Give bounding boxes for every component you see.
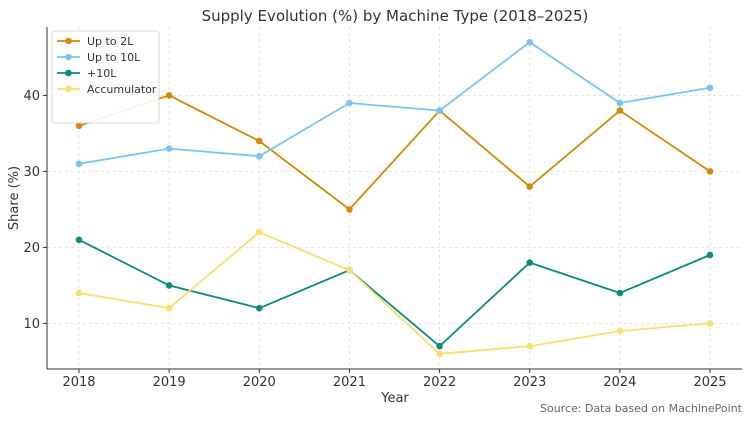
legend-label: Up to 10L [87, 51, 141, 64]
x-tick-label: 2023 [513, 375, 546, 390]
data-point [346, 266, 353, 274]
axes: 2018 2019 2020 2021 2022 2023 2024 2025 10 20 30 40 [23, 27, 742, 390]
data-point [75, 122, 83, 130]
series-line [78, 41, 711, 165]
data-point [255, 137, 263, 145]
x-axis-label: Year [380, 391, 409, 406]
data-point [165, 304, 173, 312]
y-tick-label: 20 [23, 241, 40, 256]
data-point [706, 84, 714, 92]
data-point [616, 99, 624, 107]
data-point [526, 38, 534, 46]
data-point [616, 289, 624, 297]
data-point [436, 350, 443, 358]
x-tick-label: 2024 [603, 375, 636, 390]
data-point [255, 228, 263, 236]
legend: Up to 2L Up to 10L +10L Accumulator [51, 30, 160, 124]
data-point [165, 282, 173, 289]
data-point [526, 183, 534, 190]
data-point [75, 160, 83, 168]
series-layer [75, 38, 714, 358]
chart-title: Supply Evolution (%) by Machine Type (20… [202, 7, 589, 25]
data-point [436, 107, 443, 114]
data-point [165, 92, 173, 99]
data-point [255, 304, 263, 312]
x-tick-label: 2022 [423, 375, 456, 390]
x-tick-label: 2025 [693, 375, 726, 390]
data-point [165, 145, 173, 152]
legend-marker [65, 53, 72, 61]
data-point [75, 236, 83, 244]
series-line [78, 231, 711, 355]
series-3 [75, 228, 714, 358]
y-tick-label: 40 [23, 89, 40, 104]
legend-box [51, 30, 160, 124]
x-tick-label: 2019 [153, 375, 186, 390]
x-tick-label: 2021 [333, 375, 366, 390]
x-tick-label: 2020 [243, 375, 276, 390]
legend-label: Accumulator [87, 83, 157, 96]
data-point [616, 107, 624, 114]
legend-label: Up to 2L [87, 35, 134, 48]
y-tick-label: 30 [23, 165, 40, 180]
data-point [616, 327, 624, 335]
series-0 [75, 92, 714, 213]
series-line [78, 94, 711, 211]
data-point [255, 152, 263, 160]
series-1 [75, 38, 714, 168]
data-point [526, 259, 534, 266]
legend-label: +10L [87, 67, 117, 80]
data-point [706, 251, 714, 259]
y-tick-label: 10 [23, 317, 40, 332]
grid-lines [47, 27, 742, 369]
legend-marker [65, 85, 72, 93]
data-point [526, 342, 534, 350]
data-point [436, 342, 443, 350]
data-point [706, 320, 714, 327]
legend-marker [65, 37, 72, 45]
source-note: Source: Data based on MachinePoint [539, 402, 742, 415]
data-point [75, 289, 83, 297]
data-point [346, 206, 353, 213]
series-line [78, 238, 711, 348]
y-axis-label: Share (%) [7, 166, 22, 230]
data-point [706, 168, 714, 175]
legend-marker [65, 69, 72, 77]
x-tick-label: 2018 [62, 375, 95, 390]
data-point [346, 99, 353, 107]
